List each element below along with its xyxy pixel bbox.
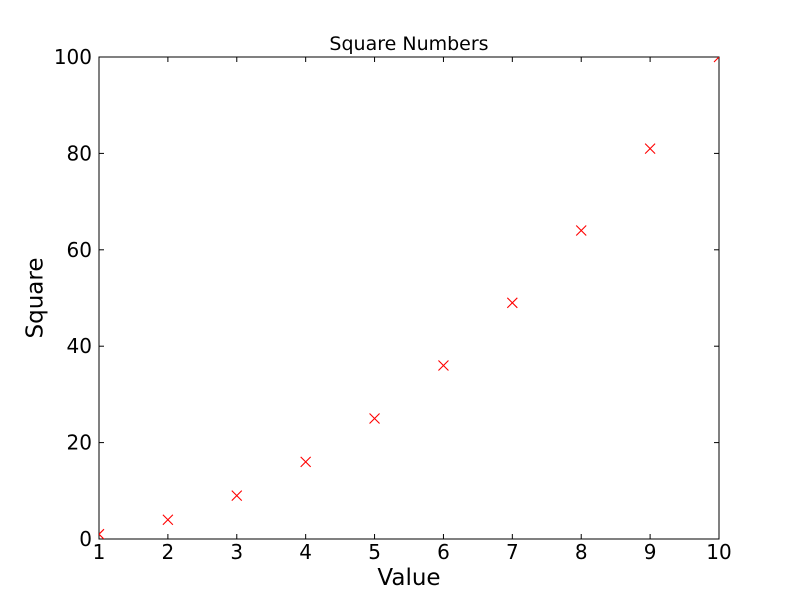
data-point-marker [713, 57, 719, 63]
data-point-marker [231, 490, 243, 502]
y-axis-label: Square [22, 257, 49, 339]
x-tick-label: 9 [644, 540, 657, 564]
data-series [99, 57, 719, 539]
x-tick-label: 6 [437, 540, 450, 564]
x-tick-label: 2 [162, 540, 175, 564]
y-tick-label: 100 [54, 45, 92, 69]
x-axis-label: Value [377, 565, 441, 591]
x-tick-label: 10 [706, 540, 731, 564]
data-point-marker [438, 360, 449, 371]
y-tick-label: 40 [67, 334, 92, 358]
x-tick-label: 3 [230, 540, 243, 564]
chart-title: Square Numbers [329, 33, 489, 55]
y-tick-label: 80 [67, 141, 92, 165]
axes-frame [98, 56, 720, 540]
data-point-marker [300, 456, 312, 468]
x-tick-label: 5 [368, 540, 381, 564]
data-point-marker [644, 143, 656, 154]
x-tick-label: 8 [575, 540, 588, 564]
y-tick-label: 0 [79, 527, 92, 551]
x-tick-label: 7 [506, 540, 519, 564]
data-point-marker [575, 225, 587, 236]
y-tick-label: 60 [67, 238, 92, 262]
x-tick-label: 1 [93, 540, 106, 564]
y-tick-label: 20 [67, 431, 92, 455]
data-point-marker [162, 514, 174, 526]
data-point-marker [369, 413, 380, 424]
data-point-marker [99, 528, 105, 539]
data-point-marker [506, 297, 518, 309]
x-tick-label: 4 [299, 540, 312, 564]
